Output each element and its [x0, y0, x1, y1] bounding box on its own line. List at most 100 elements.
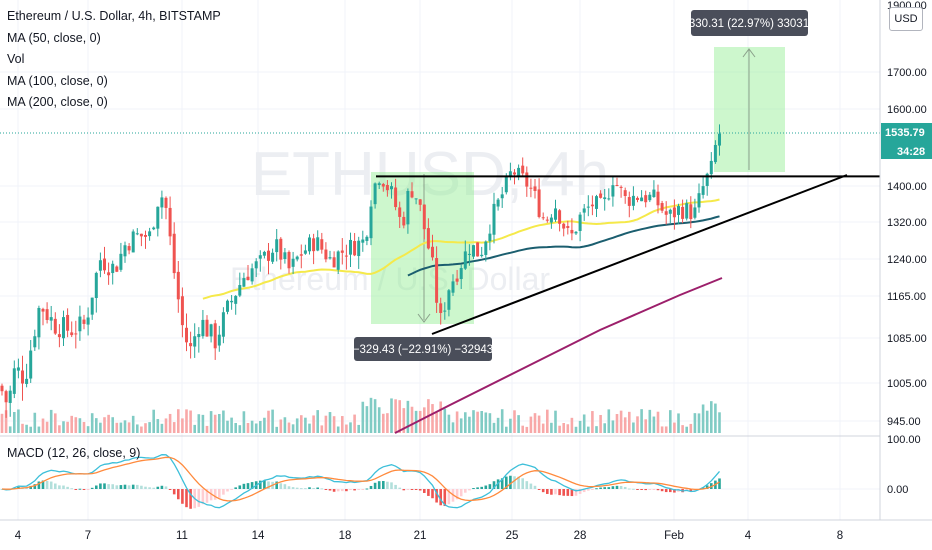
- candle-body: [467, 253, 471, 255]
- macd-label: MACD (12, 26, close, 9): [7, 446, 141, 460]
- candle-body: [570, 229, 574, 234]
- candle-body: [57, 334, 61, 338]
- macd-histogram-bar: [656, 489, 660, 491]
- candle-body: [705, 173, 709, 186]
- macd-histogram-bar: [537, 489, 541, 490]
- macd-histogram-bar: [632, 488, 635, 490]
- volume-bar: [160, 423, 164, 433]
- candle-body: [70, 332, 74, 336]
- volume-bar: [213, 414, 217, 433]
- range-boxes[interactable]: [371, 47, 785, 324]
- volume-bar: [476, 411, 479, 433]
- volume-bar: [70, 415, 73, 433]
- macd-histogram-bar: [611, 486, 615, 489]
- drawn-lines[interactable]: [0, 132, 880, 335]
- volume-bar: [74, 417, 78, 433]
- candle-body: [295, 256, 299, 260]
- candle-body: [258, 255, 262, 259]
- macd-histogram-bar: [636, 489, 639, 490]
- candle-body: [336, 251, 340, 270]
- volume-bar: [513, 410, 516, 433]
- candle-body: [422, 204, 426, 230]
- time-tick-label: 21: [414, 530, 427, 542]
- macd-histogram-bar: [357, 489, 360, 490]
- macd-histogram-bar: [349, 489, 352, 490]
- candles[interactable]: [0, 124, 722, 418]
- macd-histogram-bar: [144, 486, 147, 489]
- volume-bar: [148, 422, 151, 433]
- candle-body: [611, 185, 615, 197]
- candle-body: [0, 385, 4, 392]
- candle-body: [377, 183, 381, 186]
- macd-histogram-bar: [287, 486, 291, 489]
- currency-button[interactable]: USD: [889, 7, 923, 31]
- price-tick-label: 1005.00: [887, 378, 927, 390]
- candle-body: [312, 238, 316, 252]
- macd-histogram-bar: [181, 489, 184, 504]
- volume-bar: [541, 423, 545, 433]
- macd-histogram-bar: [669, 489, 672, 493]
- macd-histogram-bar: [54, 483, 57, 489]
- macd-histogram-bar: [62, 485, 65, 489]
- candle-body: [718, 133, 721, 146]
- macd-histogram-bar: [136, 484, 139, 489]
- volume-bar: [632, 422, 635, 433]
- candle-body: [713, 144, 717, 163]
- candle-body: [607, 198, 611, 200]
- macd-histogram-bar: [295, 487, 299, 489]
- volume-bar: [554, 410, 557, 433]
- candle-body: [29, 350, 33, 379]
- candle-body: [394, 187, 398, 208]
- macd-histogram-bar: [546, 489, 549, 494]
- volume-bar: [238, 425, 242, 433]
- candle-body: [16, 367, 20, 371]
- candle-body: [697, 193, 701, 208]
- candle-body: [361, 239, 365, 243]
- volume-bar: [525, 426, 529, 433]
- price-tick-label: 1700.00: [887, 67, 927, 79]
- volume-bar: [349, 422, 352, 433]
- candle-body: [45, 309, 49, 320]
- candle-body: [8, 390, 12, 403]
- watermark: ETHUSD, 4h Ethereum / U.S. Dollar: [230, 140, 609, 297]
- measure-arrowhead-down: [417, 313, 431, 323]
- candle-body: [271, 252, 275, 262]
- time-tick-label: 14: [252, 530, 265, 542]
- candle-body: [689, 204, 693, 220]
- candle-body: [160, 197, 164, 208]
- candle-body: [554, 208, 557, 220]
- volume-bars: [0, 397, 721, 433]
- candle-body: [267, 250, 270, 261]
- macd-histogram-bar: [238, 485, 242, 489]
- volume-bar: [353, 414, 356, 433]
- volume-bar: [267, 410, 270, 433]
- macd-histogram-bar: [525, 481, 529, 489]
- volume-bar: [451, 422, 455, 433]
- macd-histogram-bar: [443, 489, 447, 507]
- volume-bar: [394, 399, 397, 433]
- candle-body: [197, 333, 201, 338]
- volume-bar: [468, 416, 471, 433]
- macd-histogram-bar: [628, 488, 631, 490]
- macd-histogram-bar: [418, 489, 422, 491]
- volume-bar: [291, 424, 295, 433]
- macd-histogram-bar: [70, 488, 73, 490]
- volume-bar: [336, 426, 340, 433]
- candle-body: [668, 209, 672, 214]
- candle-body: [685, 203, 689, 219]
- candle-body: [164, 197, 168, 208]
- volume-bar: [17, 409, 20, 433]
- candle-body: [603, 197, 607, 200]
- candle-body: [98, 260, 102, 271]
- macd-histogram-bar: [201, 489, 205, 505]
- volume-bar: [443, 408, 447, 433]
- macd-histogram-bar: [283, 484, 287, 489]
- candle-body: [677, 206, 680, 215]
- macd-tick-label: 0.00: [887, 484, 908, 496]
- macd-histogram-bar: [177, 489, 180, 500]
- volume-bar: [701, 404, 705, 433]
- volume-bar: [21, 423, 24, 433]
- macd-histogram-bar: [95, 485, 98, 489]
- volume-bar: [156, 419, 160, 433]
